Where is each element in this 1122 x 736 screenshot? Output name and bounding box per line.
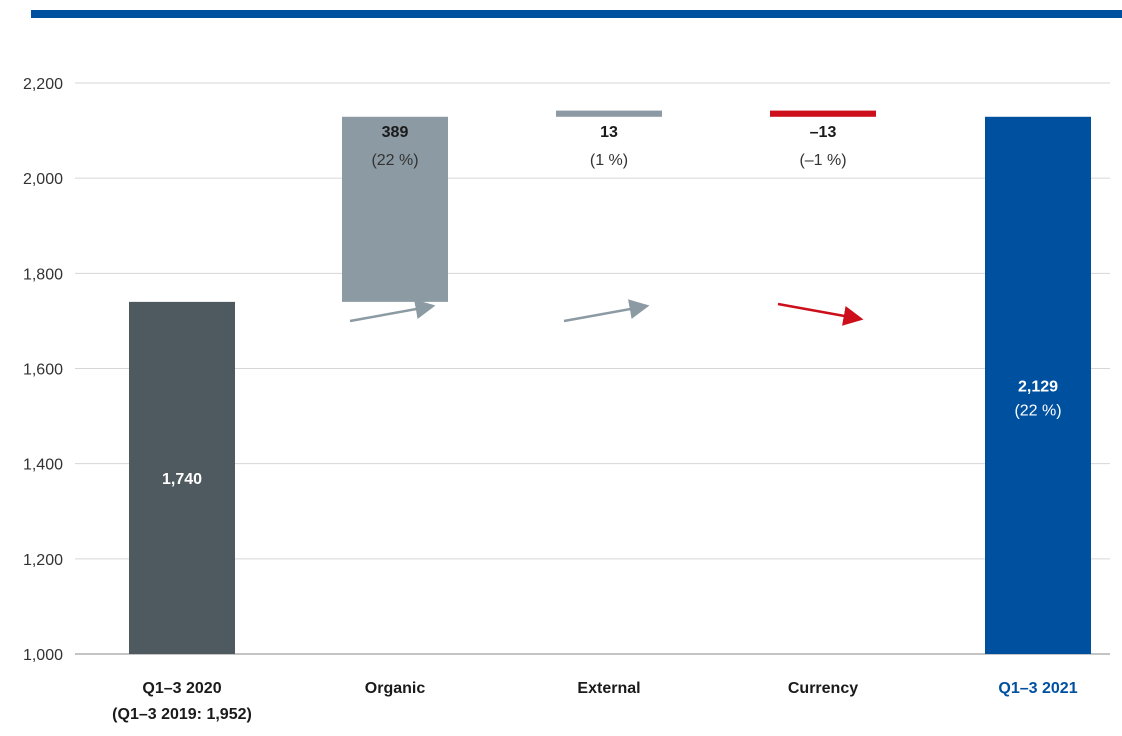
bar-external: [556, 110, 662, 117]
trend-arrow-currency: [777, 302, 864, 326]
trend-arrow-external: [563, 299, 650, 323]
bars-layer: [129, 110, 1091, 654]
y-tick-label: 1,000: [23, 647, 63, 664]
y-tick-label: 2,000: [23, 171, 63, 188]
trend-arrow-organic: [349, 299, 436, 323]
category-label-external: External: [577, 680, 640, 697]
pct-label-organic: (22 %): [371, 152, 418, 169]
bar-q1-3-2021: [985, 116, 1091, 654]
category-label-currency: Currency: [788, 680, 858, 697]
top-accent-bar: [31, 10, 1122, 18]
category-label-organic: Organic: [365, 680, 426, 697]
value-label-external: 13: [600, 124, 618, 141]
value-label-q1-3-2021: 2,129: [1018, 378, 1058, 395]
bar-q1-3-2020: [129, 301, 235, 654]
value-label-q1-3-2020: 1,740: [162, 471, 202, 488]
value-label-currency: –13: [810, 124, 837, 141]
pct-label-external: (1 %): [590, 152, 628, 169]
value-label-organic: 389: [382, 124, 409, 141]
y-tick-label: 1,200: [23, 552, 63, 569]
category-label-q1-3-2020: (Q1–3 2019: 1,952): [112, 706, 252, 723]
y-tick-label: 1,600: [23, 362, 63, 379]
bar-currency: [770, 110, 876, 117]
pct-label-q1-3-2021: (22 %): [1014, 402, 1061, 419]
grid-layer: [75, 82, 1110, 655]
bar-organic: [342, 116, 448, 302]
category-label-q1-3-2021: Q1–3 2021: [998, 680, 1077, 697]
y-tick-label: 1,400: [23, 457, 63, 474]
category-label-q1-3-2020: Q1–3 2020: [142, 680, 221, 697]
y-tick-label: 2,200: [23, 76, 63, 93]
labels-layer: 1,000 1,200 1,400 1,600 1,800 2,000 2,200 1,740…: [23, 76, 1078, 723]
pct-label-currency: (–1 %): [799, 152, 846, 169]
y-tick-label: 1,800: [23, 266, 63, 283]
